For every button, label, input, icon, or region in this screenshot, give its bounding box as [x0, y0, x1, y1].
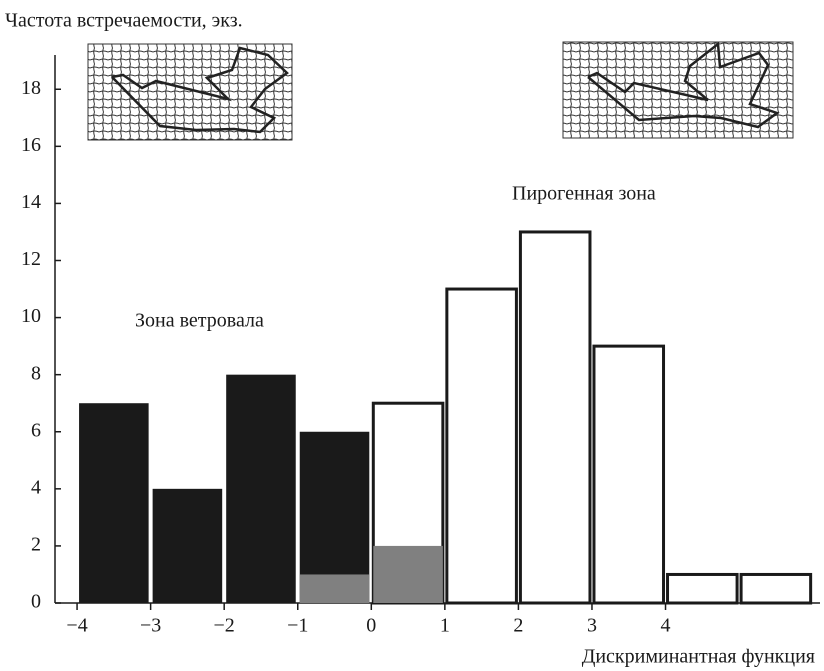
- y-tick-label: 14: [21, 191, 41, 213]
- y-tick-label: 8: [31, 362, 41, 384]
- bar: [594, 346, 664, 603]
- bar: [79, 403, 149, 603]
- bar: [300, 574, 370, 603]
- x-tick-label: −3: [140, 615, 161, 637]
- y-tick-label: 10: [21, 305, 41, 327]
- x-tick-label: 2: [513, 615, 523, 637]
- bar: [373, 546, 443, 603]
- bar: [153, 489, 223, 603]
- x-axis-title: Дискриминантная функция: [582, 646, 815, 668]
- y-tick-label: 2: [31, 534, 41, 556]
- annotation: Зона ветровала: [135, 310, 264, 332]
- inset-left: [88, 44, 292, 140]
- y-tick-label: 0: [31, 591, 41, 613]
- x-tick-label: 3: [587, 615, 597, 637]
- chart: Частота встречаемости, экз. Дискриминант…: [0, 0, 824, 671]
- x-tick-label: −1: [287, 615, 308, 637]
- x-tick-label: 0: [366, 615, 376, 637]
- bar: [226, 375, 296, 603]
- bar: [741, 574, 811, 603]
- x-tick-label: 1: [440, 615, 450, 637]
- bar: [447, 289, 517, 603]
- y-tick-label: 6: [31, 419, 41, 441]
- y-axis-title: Частота встречаемости, экз.: [5, 10, 243, 32]
- y-tick-label: 18: [21, 77, 41, 99]
- x-tick-label: 4: [661, 615, 671, 637]
- bar: [668, 574, 738, 603]
- y-tick-label: 4: [31, 476, 41, 498]
- bar: [520, 232, 590, 603]
- annotation: Пирогенная зона: [512, 183, 656, 205]
- x-tick-label: −4: [66, 615, 87, 637]
- inset-right: [563, 42, 793, 138]
- y-tick-label: 12: [21, 248, 41, 270]
- x-tick-label: −2: [214, 615, 235, 637]
- y-tick-label: 16: [21, 134, 41, 156]
